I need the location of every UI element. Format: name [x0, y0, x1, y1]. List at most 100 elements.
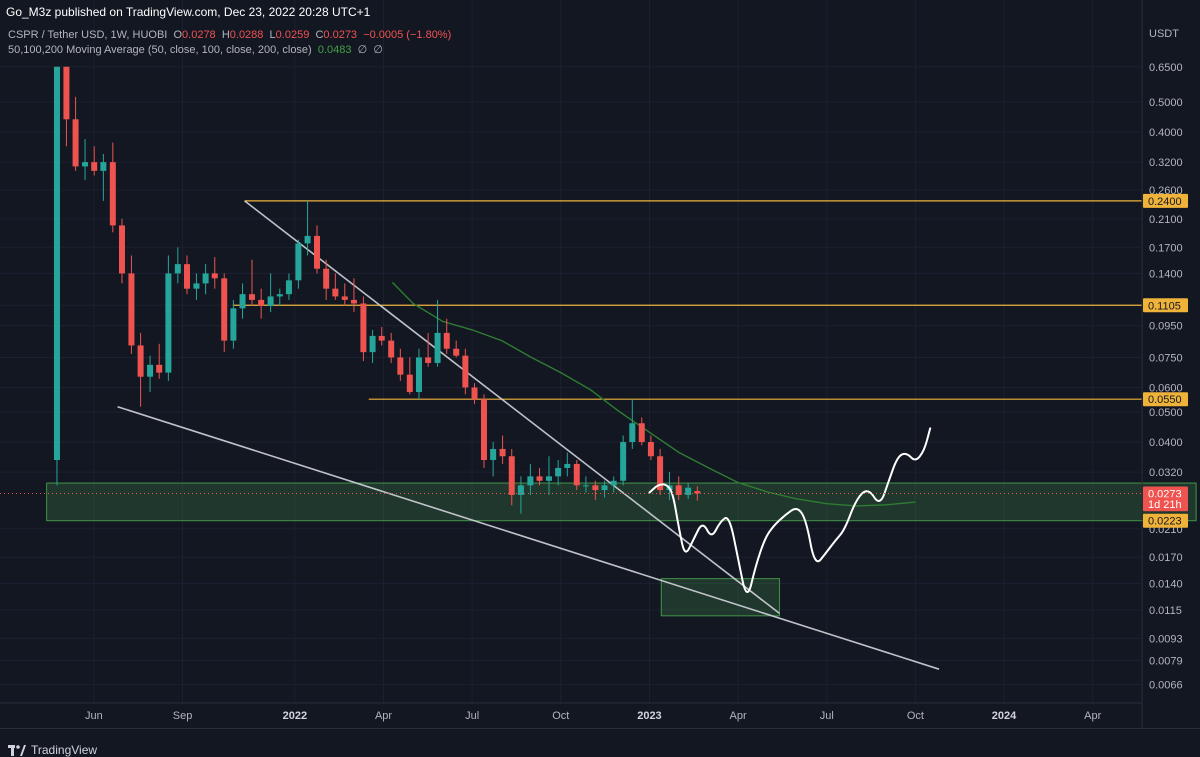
ma-legend: 50,100,200 Moving Average (50, close, 10…: [8, 43, 383, 56]
price-axis[interactable]: 0.65000.50000.40000.32000.26000.21000.17…: [1149, 62, 1183, 692]
support-zone: [46, 482, 1197, 522]
price-tick-label: 0.0079: [1149, 655, 1183, 667]
candle-body: [629, 423, 636, 443]
ma-title[interactable]: 50,100,200 Moving Average (50, close, 10…: [8, 44, 312, 56]
candle-down: [573, 460, 580, 491]
price-tick-label: 0.2100: [1149, 214, 1183, 226]
candle-up: [620, 435, 627, 486]
price-tick-label: 0.0093: [1149, 633, 1183, 645]
candle-body: [285, 280, 292, 295]
candle-up: [527, 463, 534, 495]
open-key: O: [173, 29, 183, 41]
candle-body: [462, 355, 469, 388]
candle-up: [174, 247, 181, 284]
candle-body: [453, 348, 460, 356]
candle-down: [109, 142, 116, 233]
candle-body: [341, 296, 348, 300]
candle-body: [128, 273, 135, 346]
price-tick-label: 0.5000: [1149, 97, 1183, 109]
candle-body: [211, 273, 218, 279]
candle-body: [536, 476, 543, 481]
candle-up: [193, 273, 200, 300]
candle-body: [165, 273, 172, 373]
candle-up: [517, 476, 524, 514]
candle-body: [360, 303, 367, 353]
support-zones: [46, 482, 1197, 617]
candle-body: [582, 485, 589, 487]
candle-body: [276, 294, 283, 297]
price-tag-bg: [1143, 193, 1188, 208]
time-tick-label: Jul: [465, 710, 479, 722]
candle-body: [517, 485, 524, 495]
candle-body: [183, 264, 190, 289]
support-zone: [660, 578, 780, 617]
candle-down: [406, 357, 413, 395]
candle-body: [239, 294, 246, 309]
candle-down: [323, 259, 330, 300]
tradingview-logo-icon: [8, 744, 26, 756]
candle-down: [397, 348, 404, 381]
time-tick-label: 2024: [992, 710, 1017, 722]
candle-body: [369, 335, 376, 353]
candle-down: [443, 318, 450, 354]
time-tick-label: Oct: [907, 710, 924, 722]
candle-body: [378, 335, 385, 341]
candle-body: [545, 476, 552, 481]
candle-body: [601, 485, 608, 491]
candle-up: [285, 273, 292, 300]
candle-body: [638, 423, 645, 443]
time-axis[interactable]: Jun Sep 2022 Apr Jul Oct 2023 Apr Jul Oct 2024 Apr: [85, 710, 1102, 722]
candle-down: [592, 480, 599, 501]
currency-label: USDT: [1149, 28, 1179, 40]
candle-body: [249, 294, 256, 300]
ma-value-200: ∅: [373, 44, 383, 56]
candle-up: [239, 283, 246, 319]
candle-up: [601, 480, 608, 498]
candle-up: [267, 273, 274, 313]
candle-up: [100, 153, 107, 201]
symbol-legend: CSPR / Tether USD, 1W, HUOBI O0.0278 H0.…: [8, 29, 451, 41]
candle-down: [341, 283, 348, 306]
ma-value: 0.0483: [317, 44, 352, 56]
candle-body: [610, 480, 617, 486]
candle-body: [147, 364, 154, 377]
candle-down: [63, 66, 70, 147]
candle-body: [91, 162, 98, 171]
candle-up: [545, 456, 552, 495]
candle-down: [694, 486, 701, 501]
price-tick-label: 0.3200: [1149, 157, 1183, 169]
price-tag: 0.0223: [1143, 513, 1188, 528]
candle-body: [415, 357, 422, 393]
candle-down: [183, 255, 190, 295]
high-value: 0.0288: [229, 29, 264, 41]
candle-body: [323, 268, 330, 289]
grid: [0, 0, 1142, 703]
symbol-name[interactable]: CSPR / Tether USD, 1W, HUOBI: [8, 29, 168, 41]
candle-body: [490, 448, 497, 461]
candle-up: [202, 264, 209, 295]
candle-body: [647, 442, 654, 457]
candle-down: [536, 467, 543, 486]
candle-body: [118, 225, 125, 274]
trendline: [117, 405, 940, 670]
candle-body: [406, 374, 413, 393]
candle-body: [564, 463, 571, 468]
candle-body: [100, 162, 107, 171]
time-tick-label: Jul: [820, 710, 834, 722]
candle-down: [462, 348, 469, 395]
price-tick-label: 0.1400: [1149, 268, 1183, 280]
price-tag-text: 1d 21h: [1148, 499, 1182, 511]
candle-body: [499, 448, 506, 457]
candle-body: [620, 442, 627, 481]
candle-up: [564, 452, 571, 477]
candle-down: [156, 343, 163, 379]
candle-body: [573, 463, 580, 486]
tradingview-brand[interactable]: TradingView: [8, 743, 97, 757]
horizontal-levels: [232, 200, 1142, 400]
candle-down: [638, 417, 645, 446]
candle-down: [128, 255, 135, 354]
candle-up: [555, 460, 562, 486]
candle-down: [378, 327, 385, 346]
